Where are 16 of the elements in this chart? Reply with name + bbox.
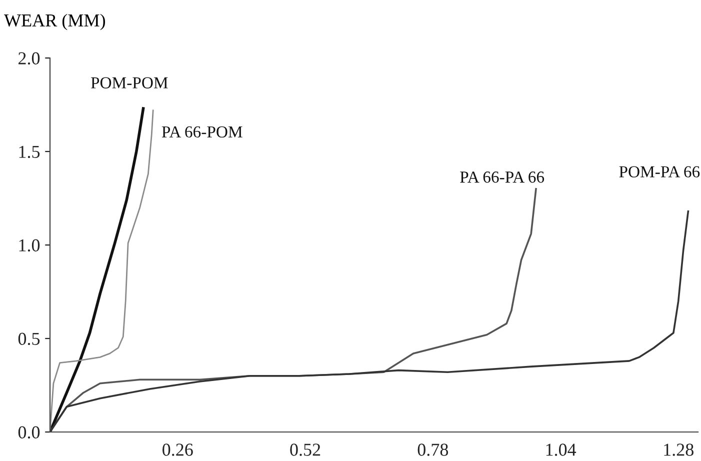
text: POM-PA 66 bbox=[619, 166, 700, 178]
series-label: PA 66-POM bbox=[162, 126, 242, 138]
x-tick-label: 1.04 bbox=[546, 444, 576, 456]
y-axis-title: WEAR (MM) bbox=[4, 14, 106, 30]
x-tick-label: 0.26 bbox=[162, 444, 193, 456]
y-tick-label: 1.5 bbox=[19, 146, 40, 158]
y-tick-label: 0.5 bbox=[18, 332, 40, 346]
x-tick-label: 1.28 bbox=[664, 444, 694, 456]
y-tick-label: 2.0 bbox=[18, 52, 40, 65]
y-tick-label: 1.0 bbox=[19, 239, 40, 252]
series-label: POM-POM bbox=[90, 77, 168, 88]
series-label: PA 66-PA 66 bbox=[460, 172, 544, 183]
y-tick-label: 0.0 bbox=[18, 426, 40, 439]
line-series bbox=[50, 210, 690, 432]
x-tick-label: 0.78 bbox=[418, 444, 448, 456]
x-tick-label: 0.52 bbox=[290, 444, 320, 456]
